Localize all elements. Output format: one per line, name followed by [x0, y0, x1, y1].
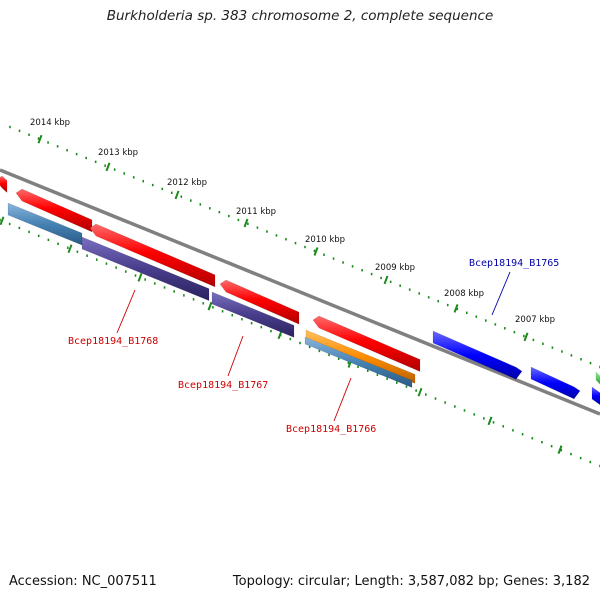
major-tick [417, 387, 423, 397]
map-title: Burkholderia sp. 383 chromosome 2, compl… [106, 8, 494, 24]
major-tick [37, 134, 43, 144]
major-tick [277, 330, 283, 340]
major-tick [67, 244, 73, 254]
cds-feature [0, 175, 8, 194]
cds-feature [432, 330, 523, 380]
cds-feature [595, 371, 600, 385]
cds-feature [591, 386, 600, 406]
scale-label: 2007 kbp [515, 315, 555, 325]
label-connector [116, 289, 136, 334]
cds-feature [219, 279, 300, 325]
major-tick [313, 247, 319, 256]
label-connectors [116, 271, 511, 422]
genome-summary-text: Topology: circular; Length: 3,587,082 bp… [232, 574, 590, 589]
label-connector [227, 335, 244, 377]
chromosome-backbone [0, 168, 600, 416]
gene-label-b1766: Bcep18194_B1766 [286, 424, 376, 435]
major-tick [487, 416, 493, 426]
major-tick [0, 216, 5, 226]
scale-label: 2011 kbp [236, 207, 276, 217]
major-tick [105, 162, 111, 172]
scale-ticks [0, 125, 600, 468]
gene-labels: Bcep18194_B1768 Bcep18194_B1767 Bcep1819… [68, 258, 559, 435]
major-tick [523, 332, 529, 342]
major-tick [207, 301, 213, 311]
cds-feature [89, 223, 216, 288]
major-tick [174, 190, 180, 200]
gene-label-b1768: Bcep18194_B1768 [68, 336, 158, 347]
major-tick [383, 275, 389, 285]
gene-label-b1765: Bcep18194_B1765 [469, 258, 559, 269]
scale-label: 2010 kbp [305, 235, 345, 245]
major-tick [137, 273, 143, 282]
gene-label-b1767: Bcep18194_B1767 [178, 380, 268, 391]
scale-label: 2014 kbp [30, 118, 70, 128]
scale-labels: 2014 kbp 2013 kbp 2012 kbp 2011 kbp 2010… [30, 118, 555, 325]
scale-label: 2013 kbp [98, 148, 138, 158]
gene-feature [305, 329, 416, 384]
label-connector [491, 271, 511, 316]
major-tick [453, 304, 459, 313]
cds-feature [312, 315, 421, 372]
cds-feature [15, 188, 93, 233]
gene-feature [81, 236, 210, 302]
label-connector [333, 377, 352, 422]
major-tick [243, 218, 249, 228]
scale-label: 2009 kbp [375, 263, 415, 273]
scale-label: 2008 kbp [444, 289, 484, 299]
major-tick [557, 445, 563, 454]
accession-text: Accession: NC_007511 [9, 574, 157, 589]
scale-label: 2012 kbp [167, 178, 207, 188]
gene-features [0, 175, 600, 406]
cds-feature [530, 366, 581, 400]
gene-feature [304, 336, 413, 388]
gene-feature [211, 291, 295, 338]
